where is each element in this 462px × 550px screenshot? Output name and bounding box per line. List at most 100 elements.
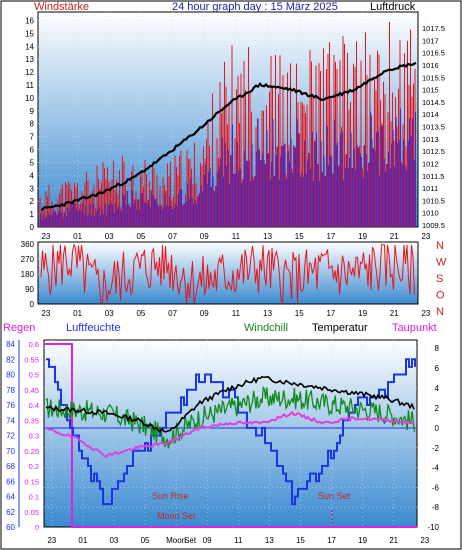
- pressure-axis-tick: 1013: [422, 135, 439, 144]
- dewpoint-line: [45, 410, 415, 458]
- mid-x-tick: 19: [358, 309, 367, 318]
- wind-axis-tick: 15: [25, 29, 34, 38]
- rain-axis-tick: 0.15: [24, 477, 39, 486]
- wind-axis-tick: 7: [30, 133, 35, 142]
- bottom-x-tick: 23: [420, 536, 429, 545]
- compass-label: O: [436, 290, 445, 302]
- bottom-x-tick: 09: [203, 536, 212, 545]
- top-x-tick: 03: [105, 232, 114, 241]
- pressure-axis-tick: 1010: [422, 209, 439, 218]
- mid-left-axis: 360 270 180 90 0: [21, 240, 35, 309]
- rain-axis-tick: 0.6: [29, 340, 39, 349]
- mid-x-tick: 03: [105, 309, 114, 318]
- humidity-axis-tick: 60: [6, 523, 15, 532]
- temperature-axis-tick: 0: [435, 424, 440, 433]
- wind-axis-tick: 2: [30, 197, 35, 206]
- pressure-axis-tick: 1012: [422, 159, 439, 168]
- rain-axis-tick: 0.1: [29, 493, 39, 502]
- direction-axis-tick: 90: [25, 285, 34, 294]
- bottom-panel: Regen Luftfeuchte Windchill Temperatur T…: [3, 322, 440, 545]
- bottom-x-tick: 11: [234, 536, 243, 545]
- mid-x-tick: 23: [421, 309, 430, 318]
- temperature-axis-tick: -2: [432, 444, 440, 453]
- bottom-x-tick: 05: [141, 536, 150, 545]
- pressure-axis-tick: 1014: [422, 110, 439, 119]
- mid-x-tick: 05: [136, 309, 145, 318]
- wind-axis-tick: 3: [30, 184, 35, 193]
- rain-axis-tick: 0.5: [29, 371, 39, 380]
- bottom-x-tick: 01: [78, 536, 87, 545]
- compass-label: N: [436, 240, 444, 252]
- rain-axis-tick: 0.55: [24, 355, 39, 364]
- top-x-tick: 21: [390, 232, 399, 241]
- mid-x-tick: 13: [263, 309, 272, 318]
- rain-axis-tick: 0.25: [24, 447, 39, 456]
- top-x-tick: 11: [232, 232, 241, 241]
- compass-label: W: [436, 257, 447, 269]
- pressure-axis-tick: 1011.5: [422, 172, 444, 181]
- top-x-tick: 23: [421, 232, 430, 241]
- rain-axis-tick: 0.45: [24, 386, 39, 395]
- header-title: 24 hour graph day : 15 März 2025: [172, 1, 338, 13]
- bottom-plot-area: [43, 339, 418, 528]
- bottom-x-tick: Moon: [166, 536, 186, 545]
- top-right-axis: 1017.5 1017 1016.5 1016 1015.5 1015 1014.5 1014…: [422, 24, 445, 230]
- pressure-axis-tick: 1013.5: [422, 123, 445, 132]
- windchill-label: Windchill: [244, 322, 288, 334]
- humidity-axis-tick: 80: [6, 371, 15, 380]
- temperature-label: Temperatur: [312, 322, 368, 334]
- pressure-axis-tick: 1017.5: [422, 24, 445, 33]
- bottom-x-tick: 19: [358, 536, 367, 545]
- direction-axis-tick: 360: [21, 240, 35, 249]
- pressure-axis-tick: 1015.5: [422, 73, 445, 82]
- top-x-tick: 17: [326, 232, 335, 241]
- humidity-axis-tick: 84: [6, 340, 15, 349]
- temperature-axis-tick: -6: [432, 483, 440, 492]
- pressure-axis-tick: 1017: [422, 36, 439, 45]
- pressure-axis-tick: 1011: [422, 184, 438, 193]
- wind-axis-tick: 12: [25, 68, 34, 77]
- header-right-label: Luftdruck: [370, 1, 416, 13]
- direction-axis-tick: 0: [30, 300, 35, 309]
- humidity-axis-tick: 70: [6, 447, 15, 456]
- rain-label: Regen: [3, 322, 35, 334]
- humidity-axis-tick: 72: [6, 432, 15, 441]
- mid-x-tick: 11: [232, 309, 241, 318]
- top-x-tick: 01: [73, 232, 82, 241]
- mid-plot-area: [37, 241, 419, 305]
- temperature-axis-tick: -10: [427, 523, 439, 532]
- temperature-line: [45, 375, 415, 433]
- pressure-axis-tick: 1010.5: [422, 196, 445, 205]
- wind-axis-tick: 6: [30, 146, 35, 155]
- pressure-line: [41, 61, 417, 212]
- temperature-axis: 8 6 4 2 0 -2 -4 -6 -8 -10: [427, 344, 439, 532]
- wind-axis-tick: 16: [25, 16, 34, 25]
- wind-axis-tick: 0: [30, 223, 35, 232]
- humidity-axis-tick: 62: [6, 508, 15, 517]
- pressure-axis-tick: 1012.5: [422, 147, 445, 156]
- rain-axis-tick: 0.3: [29, 432, 39, 441]
- temperature-axis-tick: 8: [435, 344, 440, 353]
- humidity-axis: 84 82 80 78 76 74 72 70 68 66 64 62 60: [6, 340, 20, 532]
- mid-x-tick: 21: [390, 309, 399, 318]
- humidity-axis-tick: 68: [6, 462, 15, 471]
- wind-axis-tick: 5: [30, 158, 35, 167]
- moon-set-label: Moon Set: [157, 511, 196, 521]
- humidity-axis-tick: 78: [6, 386, 15, 395]
- rain-axis: 0.6 0.55 0.5 0.45 0.4 0.35 0.3 0.25 0.2 0.15 0.1 0.…: [24, 340, 39, 532]
- mid-x-tick: 23: [41, 309, 50, 318]
- rain-line: [45, 343, 417, 528]
- wind-axis-tick: 11: [26, 81, 35, 90]
- humidity-axis-tick: 76: [6, 401, 15, 410]
- wind-axis-tick: 1: [30, 210, 35, 219]
- wind-axis-tick: 9: [30, 107, 35, 116]
- wind-axis-tick: 4: [30, 171, 35, 180]
- temperature-axis-tick: 2: [435, 404, 440, 413]
